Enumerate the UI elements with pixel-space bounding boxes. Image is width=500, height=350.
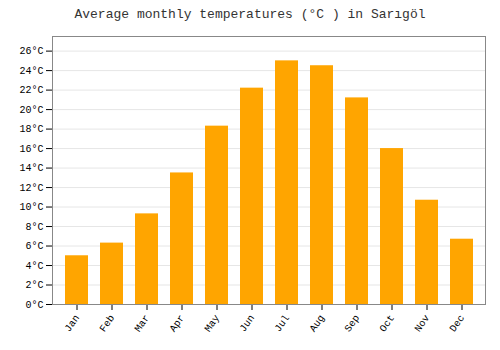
html-text:Average monthly temperatures (: Average monthly temperatures (°C ) in Sa… (74, 7, 426, 22)
svg-text:14°C: 14°C (19, 163, 43, 174)
svg-text:22°C: 22°C (19, 85, 43, 96)
svg-text:Nov: Nov (413, 313, 432, 334)
svg-text:Dec: Dec (448, 313, 467, 334)
svg-text:Oct: Oct (378, 313, 397, 334)
svg-text:Apr: Apr (168, 313, 187, 334)
svg-text:10°C: 10°C (19, 202, 43, 213)
svg-text:20°C: 20°C (19, 105, 43, 116)
svg-text:4°C: 4°C (25, 261, 43, 272)
svg-text:Jun: Jun (238, 313, 257, 334)
svg-text:Mar: Mar (133, 313, 152, 334)
svg-text:2°C: 2°C (25, 280, 43, 291)
svg-text:18°C: 18°C (19, 124, 43, 135)
svg-text:Jul: Jul (273, 313, 292, 334)
svg-text:12°C: 12°C (19, 183, 43, 194)
svg-text:0°C: 0°C (25, 300, 43, 311)
svg-text:Jan: Jan (63, 313, 82, 334)
svg-text:Sep: Sep (343, 313, 362, 334)
svg-text:8°C: 8°C (25, 222, 43, 233)
svg-text:May: May (203, 313, 222, 334)
svg-text:6°C: 6°C (25, 241, 43, 252)
svg-text:16°C: 16°C (19, 144, 43, 155)
svg-text:26°C: 26°C (19, 46, 43, 57)
svg-text:Feb: Feb (98, 313, 117, 334)
svg-text:24°C: 24°C (19, 66, 43, 77)
svg-text:Aug: Aug (308, 313, 327, 334)
